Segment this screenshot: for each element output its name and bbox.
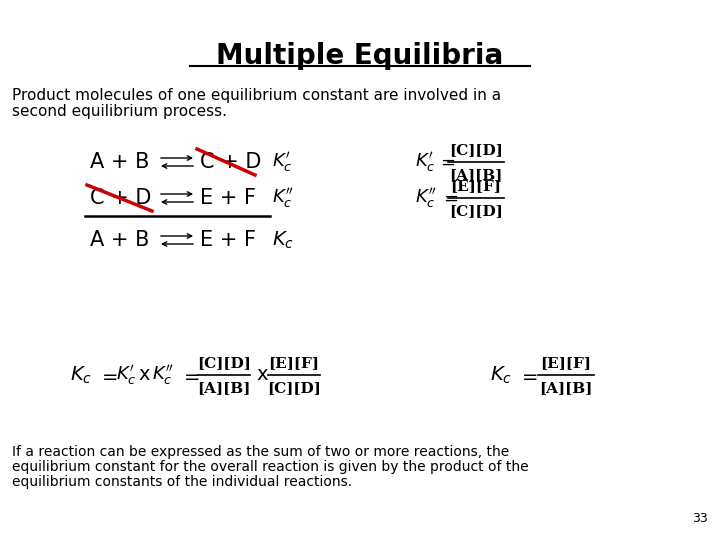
Text: E + F: E + F [200,188,256,208]
Text: [C][D]: [C][D] [449,143,503,157]
Text: A + B: A + B [90,152,149,172]
Text: x: x [256,366,268,384]
Text: E + F: E + F [200,230,256,250]
Text: [E][F]: [E][F] [269,356,320,370]
Text: $K_c'$: $K_c'$ [415,150,436,174]
Text: $=$: $=$ [98,366,118,384]
Text: $K_c'$: $K_c'$ [272,150,292,174]
Text: $K_c''$: $K_c''$ [152,363,174,387]
Text: [C][D]: [C][D] [267,381,321,395]
Text: [C][D]: [C][D] [197,356,251,370]
Text: [C][D]: [C][D] [449,204,503,218]
Text: $=$: $=$ [437,153,456,171]
Text: equilibrium constant for the overall reaction is given by the product of the: equilibrium constant for the overall rea… [12,460,528,474]
Text: C + D: C + D [90,188,151,208]
Text: $K_c$: $K_c$ [70,364,92,386]
Text: second equilibrium process.: second equilibrium process. [12,104,227,119]
Text: $K_c''$: $K_c''$ [415,186,437,210]
Text: $=$: $=$ [180,366,200,384]
Text: $K_c'$: $K_c'$ [116,363,137,387]
Text: Product molecules of one equilibrium constant are involved in a: Product molecules of one equilibrium con… [12,88,501,103]
Text: $=$: $=$ [440,189,459,207]
Text: Multiple Equilibria: Multiple Equilibria [217,42,503,70]
Text: equilibrium constants of the individual reactions.: equilibrium constants of the individual … [12,475,352,489]
Text: x: x [138,366,150,384]
Text: $K_c$: $K_c$ [490,364,512,386]
Text: $K_c''$: $K_c''$ [272,186,294,210]
Text: [A][B]: [A][B] [449,168,503,182]
Text: [A][B]: [A][B] [539,381,593,395]
Text: $K_c$: $K_c$ [272,230,294,251]
Text: A + B: A + B [90,230,149,250]
Text: If a reaction can be expressed as the sum of two or more reactions, the: If a reaction can be expressed as the su… [12,445,509,459]
Text: $=$: $=$ [518,366,538,384]
Text: [E][F]: [E][F] [541,356,592,370]
Text: C + D: C + D [200,152,261,172]
Text: 33: 33 [692,512,708,525]
Text: [A][B]: [A][B] [197,381,251,395]
Text: [E][F]: [E][F] [451,179,502,193]
